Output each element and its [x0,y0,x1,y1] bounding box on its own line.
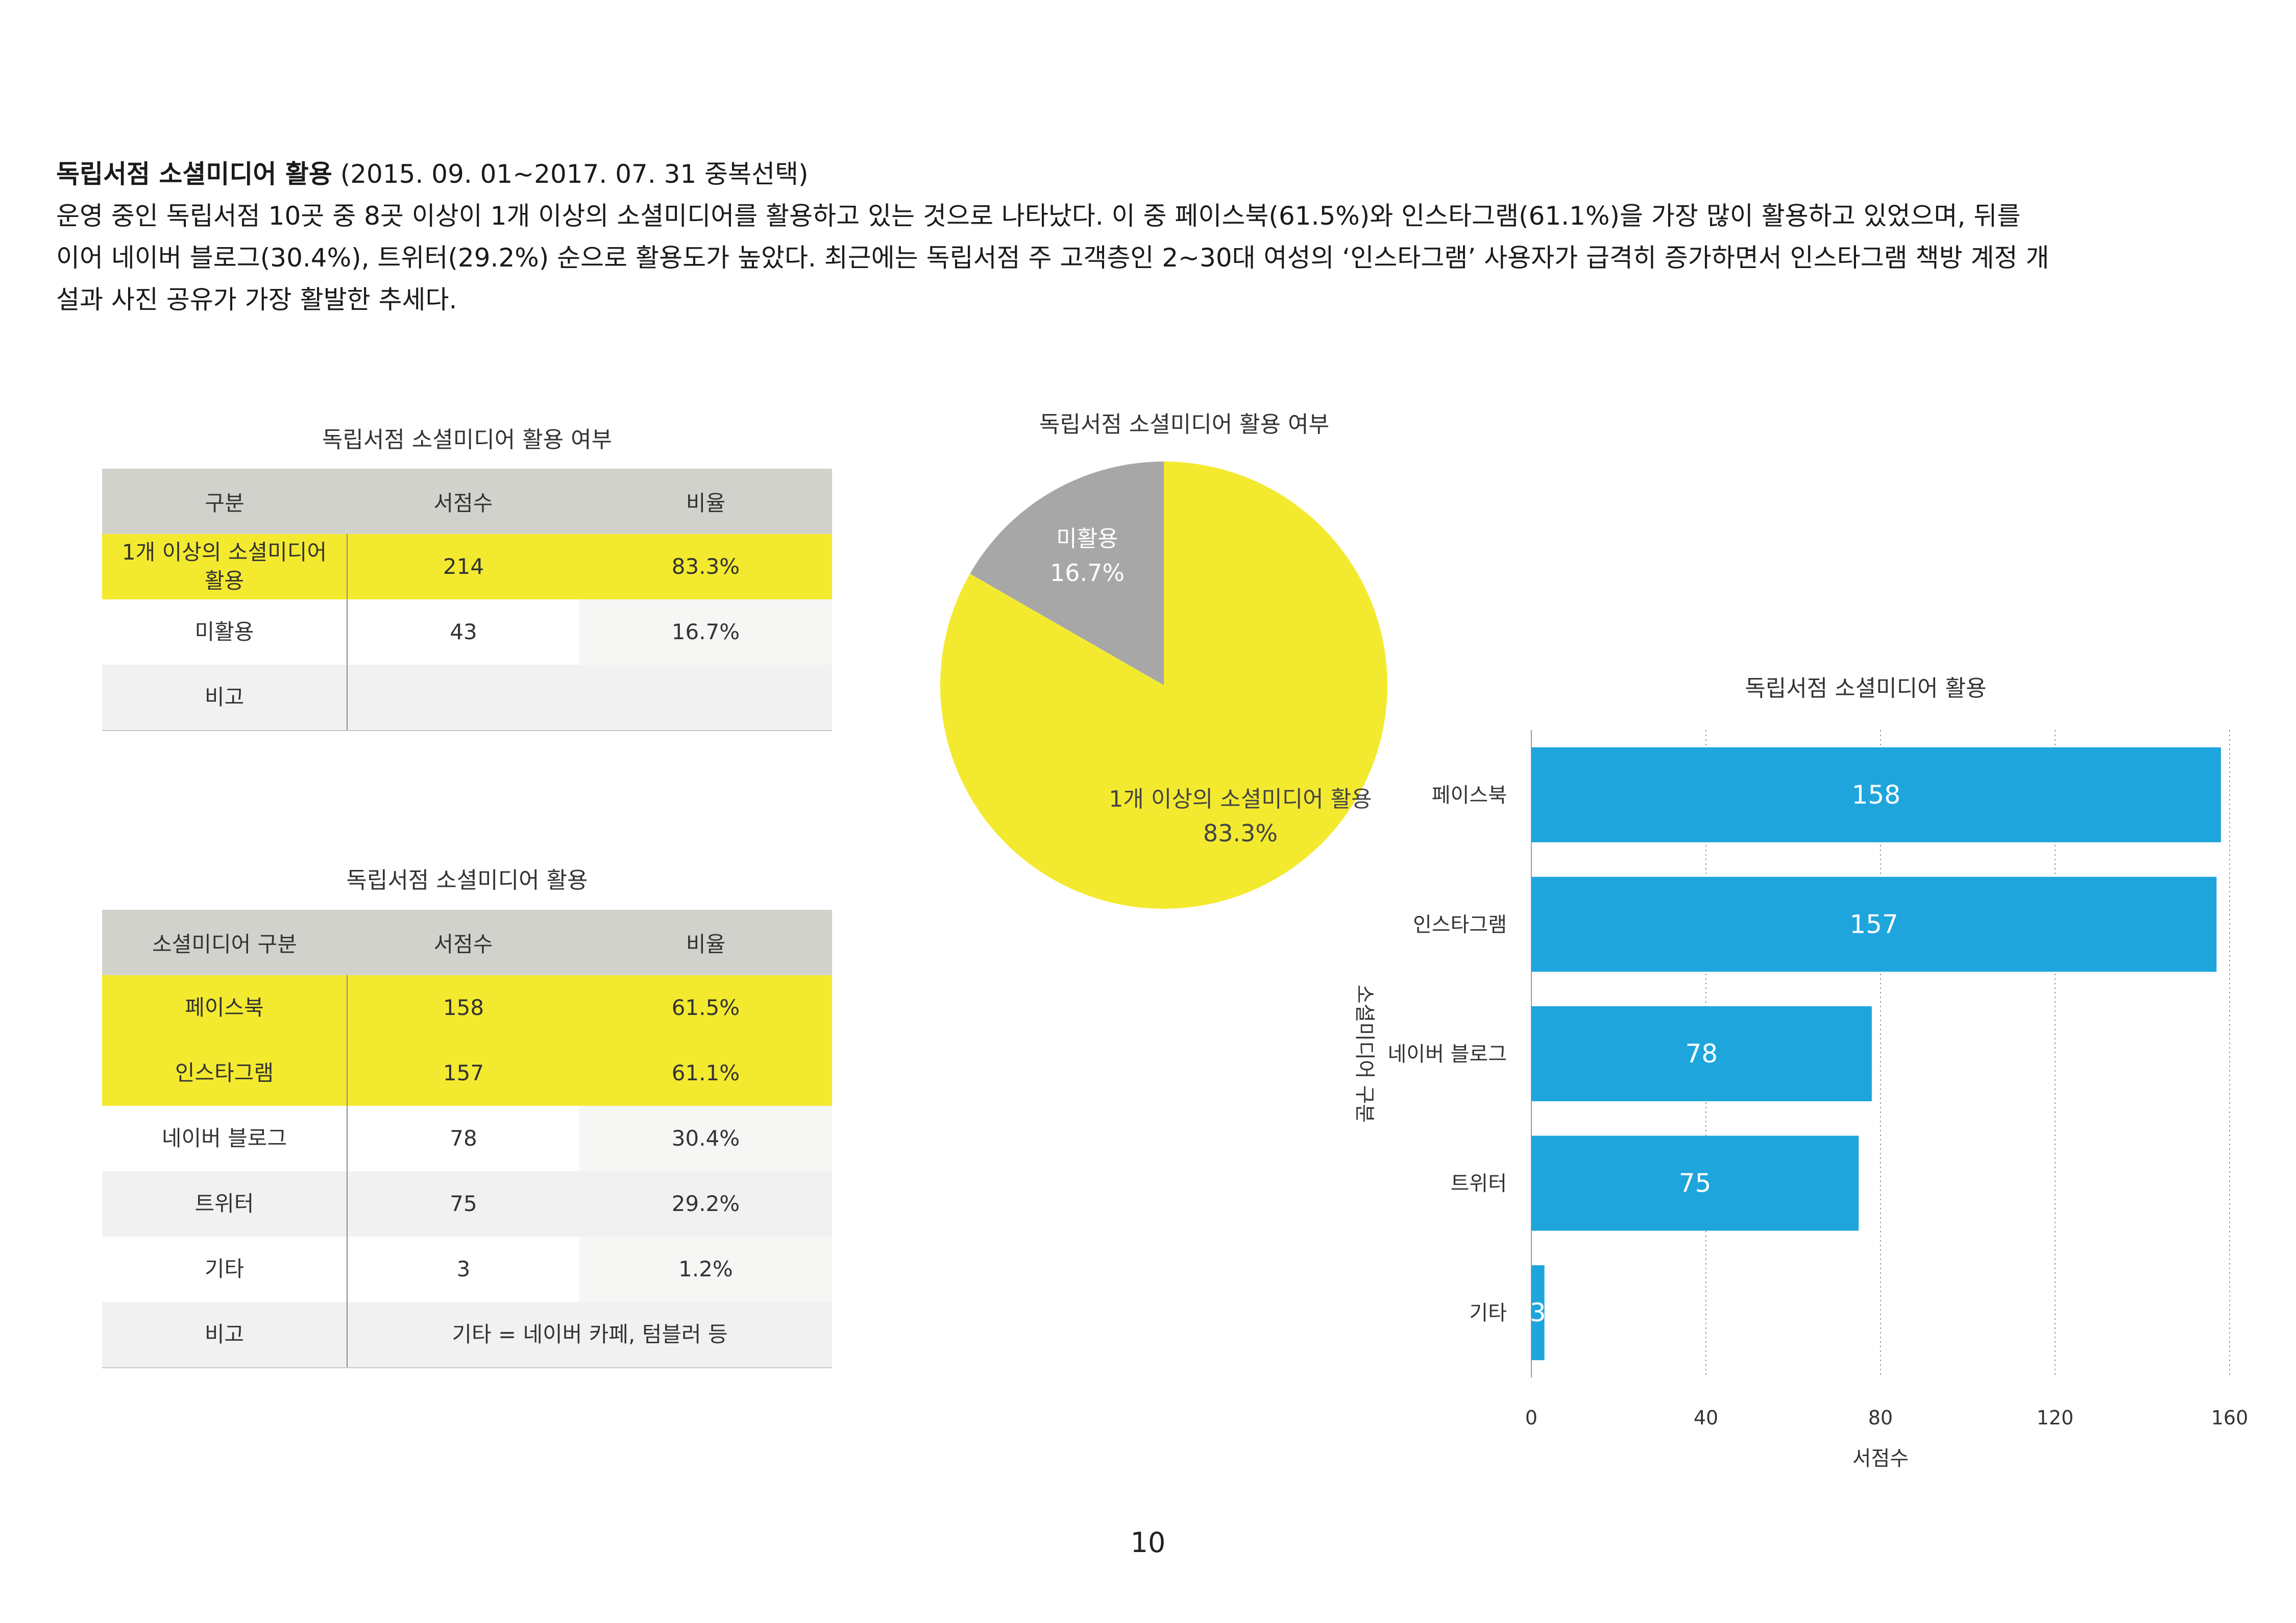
table2-cell: 158 [347,975,579,1040]
table2-cell: 157 [347,1040,579,1106]
table-row: 미활용 43 16.7% [102,599,832,665]
category-tick-label: 기타 [1469,1301,1507,1325]
bar-value-label: 75 [1679,1169,1712,1198]
table1-cell [347,665,832,731]
category-tick-label: 페이스북 [1432,784,1507,807]
table2-cell: 네이버 블로그 [102,1106,348,1171]
table2-header-category: 소셜미디어 구분 [102,910,347,975]
bar-value-label: 158 [1852,780,1900,810]
bar [1531,1265,1545,1361]
table-row: 인스타그램 157 61.1% [102,1040,832,1106]
category-tick-label: 트위터 [1451,1172,1507,1196]
table2-cell: 30.4% [579,1106,832,1171]
bar [1531,1006,1872,1101]
intro-title-line: 독립서점 소셜미디어 활용 (2015. 09. 01~2017. 07. 31… [56,153,2220,195]
intro-period: (2015. 09. 01~2017. 07. 31 중복선택) [332,159,809,189]
table1-cell: 214 [347,534,579,599]
table2-cell: 페이스북 [102,975,348,1040]
pie-chart-title: 독립서점 소셜미디어 활용 여부 [1039,411,1330,438]
intro-line-1: 운영 중인 독립서점 10곳 중 8곳 이상이 1개 이상의 소셜미디어를 활용… [56,201,2021,231]
table2: 소셜미디어 구분 서점수 비율 페이스북 158 61.5% 인스타그램 157… [102,910,832,1368]
category-tick-label: 네이버 블로그 [1387,1043,1507,1066]
bar-value-label: 157 [1849,909,1898,939]
bar-value-label: 78 [1686,1039,1718,1069]
intro-line-3: 설과 사진 공유가 가장 활발한 추세다. [56,285,457,314]
table2-header-count: 서점수 [347,910,579,975]
bar-value-label: 3 [1530,1298,1546,1327]
bar-chart: 158 페이스북 157 인스타그램 78 네이버 블로그 75 트위터 3 기타 0 40 80 120… [1353,730,2249,1470]
intro-title: 독립서점 소셜미디어 활용 [56,159,332,189]
table1-header-ratio: 비율 [579,469,832,534]
table2-cell: 기타 = 네이버 카페, 텀블러 등 [347,1302,832,1368]
table2-cell: 75 [347,1171,579,1237]
pie-chart: 1개 이상의 소셜미디어 활용 83.3% 미활용 16.7% [940,462,1387,909]
table2-cell: 78 [347,1106,579,1171]
table1-caption: 독립서점 소셜미디어 활용 여부 [322,427,613,453]
bar [1531,877,2217,972]
bar [1531,747,2221,842]
table-row: 비고 기타 = 네이버 카페, 텀블러 등 [102,1302,832,1368]
table2-cell: 61.5% [579,975,832,1040]
table1-cell: 비고 [102,665,348,731]
table-row: 1개 이상의 소셜미디어 활용 214 83.3% [102,534,832,599]
intro-paragraph: 독립서점 소셜미디어 활용 (2015. 09. 01~2017. 07. 31… [56,153,2220,321]
table2-cell: 29.2% [579,1171,832,1237]
table-row: 기타 3 1.2% [102,1237,832,1302]
table-row: 트위터 75 29.2% [102,1171,832,1237]
table1-cell: 83.3% [579,534,832,599]
x-tick-label: 160 [2211,1407,2249,1429]
table1-header-category: 구분 [102,469,347,534]
pie-slice [970,462,1164,685]
table-row: 비고 [102,665,832,731]
intro-line-2: 이어 네이버 블로그(30.4%), 트위터(29.2%) 순으로 활용도가 높… [56,243,2049,273]
x-tick-label: 120 [2037,1407,2074,1429]
page-number: 10 [1130,1527,1166,1559]
table-row: 페이스북 158 61.5% [102,975,832,1040]
table1: 구분 서점수 비율 1개 이상의 소셜미디어 활용 214 83.3% 미활용 … [102,469,832,731]
table2-cell: 기타 [102,1237,348,1302]
pie-label-used: 1개 이상의 소셜미디어 활용 [1109,786,1372,812]
x-tick-label: 80 [1868,1407,1893,1429]
y-axis-title: 소셜미디어 구분 [1353,985,1376,1123]
x-tick-label: 40 [1694,1407,1718,1429]
table1-cell: 1개 이상의 소셜미디어 활용 [102,534,348,599]
x-tick-label: 0 [1525,1407,1537,1429]
table2-caption: 독립서점 소셜미디어 활용 [346,867,588,893]
bar-chart-title: 독립서점 소셜미디어 활용 [1745,675,1987,701]
table2-cell: 트위터 [102,1171,348,1237]
table1-cell: 16.7% [579,599,832,665]
table2-cell: 61.1% [579,1040,832,1106]
table1-header-count: 서점수 [347,469,579,534]
table1-cell: 43 [347,599,579,665]
table2-cell: 비고 [102,1302,348,1368]
table-row: 네이버 블로그 78 30.4% [102,1106,832,1171]
pie-label-used-value: 83.3% [1203,819,1278,847]
table2-header-ratio: 비율 [579,910,832,975]
table1-cell: 미활용 [102,599,348,665]
pie-label-unused: 미활용 [1056,526,1118,552]
table2-cell: 1.2% [579,1237,832,1302]
category-tick-label: 인스타그램 [1413,913,1507,936]
x-axis-title: 서점수 [1852,1447,1909,1470]
table2-cell: 인스타그램 [102,1040,348,1106]
pie-label-unused-value: 16.7% [1050,559,1125,587]
table2-cell: 3 [347,1237,579,1302]
bar [1531,1135,1859,1231]
